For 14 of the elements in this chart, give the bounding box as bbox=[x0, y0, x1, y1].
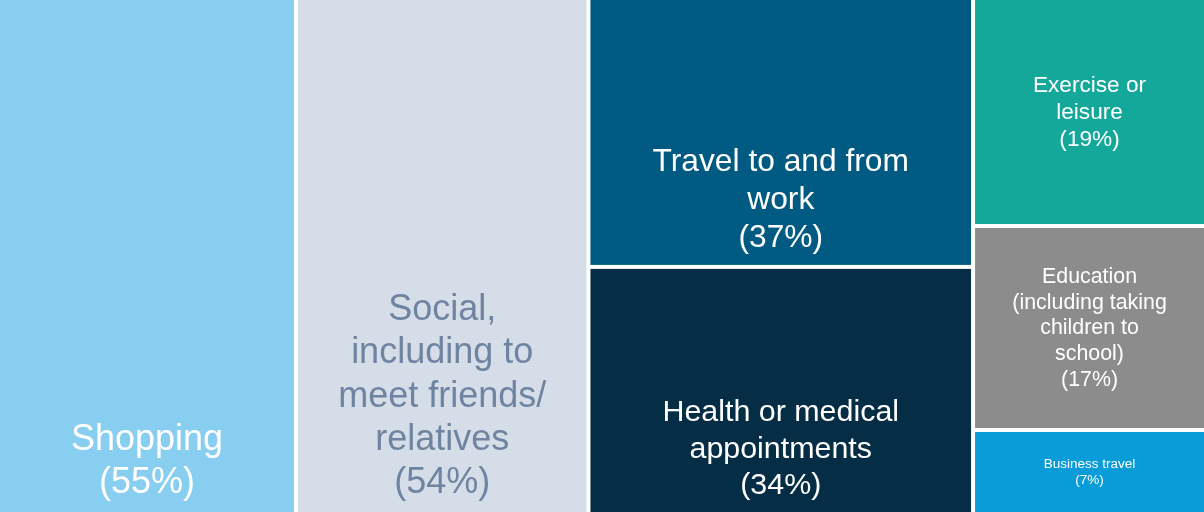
data-label: (54%) bbox=[394, 460, 491, 501]
category-label: Education (including taking children to school) bbox=[1012, 264, 1167, 366]
category-label: Exercise or leisure bbox=[1032, 71, 1147, 124]
data-label: (34%) bbox=[740, 466, 822, 501]
category-label: Shopping bbox=[70, 416, 224, 458]
category-label: Social, including to meet friends/ relatives bbox=[338, 287, 547, 458]
category-label: Travel to and from work bbox=[652, 141, 909, 216]
data-label: (55%) bbox=[98, 460, 195, 501]
data-label: (7%) bbox=[1075, 472, 1104, 488]
data-label: (37%) bbox=[738, 217, 824, 254]
data-label: (17%) bbox=[1061, 366, 1119, 391]
category-label: Health or medical appointments bbox=[662, 393, 900, 464]
data-label: (19%) bbox=[1059, 125, 1120, 151]
category-label: Business travel bbox=[1043, 455, 1136, 471]
